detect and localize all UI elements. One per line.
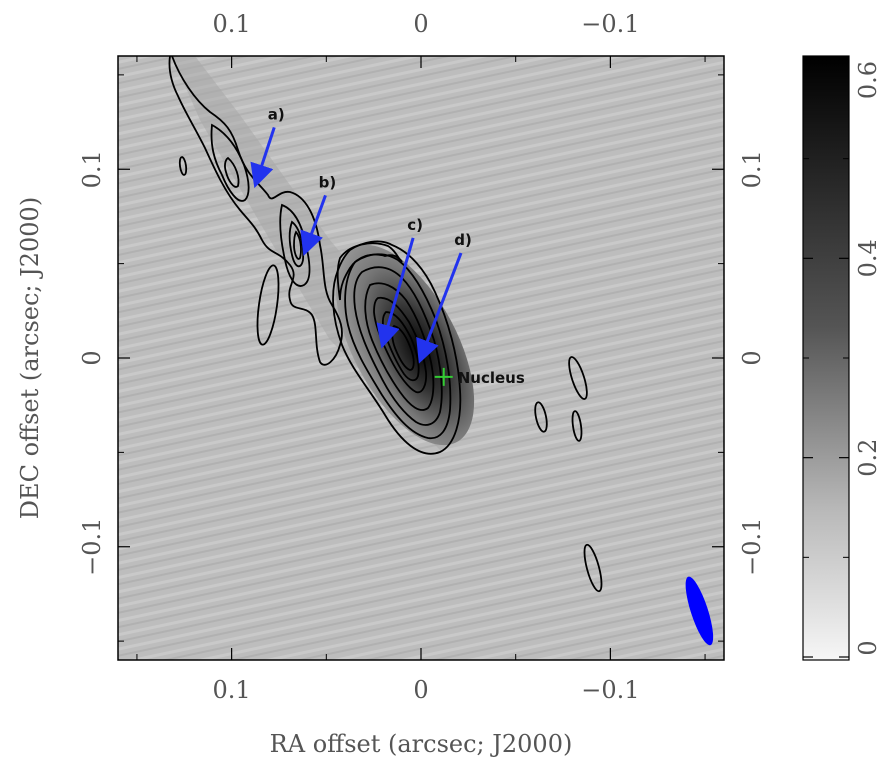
x-tick-label-bottom: 0.1 bbox=[213, 676, 251, 704]
x-tick-label-top: 0.1 bbox=[213, 10, 251, 38]
annotation-label: c) bbox=[407, 216, 423, 234]
y-axis-title: DEC offset (arcsec; J2000) bbox=[16, 197, 44, 519]
contour-knot-b bbox=[279, 203, 311, 287]
y-tick-label-right: 0 bbox=[738, 350, 766, 365]
colorbar-tick-label: 0.2 bbox=[854, 439, 882, 477]
x-tick-label-top: 0 bbox=[413, 10, 428, 38]
y-tick-label-left: 0.1 bbox=[78, 150, 106, 188]
x-axis-title: RA offset (arcsec; J2000) bbox=[270, 730, 573, 758]
y-tick-label-right: −0.1 bbox=[738, 518, 766, 576]
axis-ticks: 0.1 0.1 0 0 −0.1 −0.1 0.1 0.1 0 0 −0.1 −0.1 bbox=[78, 10, 766, 704]
contour-island-5 bbox=[571, 410, 583, 442]
nucleus-marker: Nucleus bbox=[434, 367, 525, 387]
annotation-arrow bbox=[416, 252, 463, 364]
contour-island-6 bbox=[583, 543, 603, 593]
annotation-arrow bbox=[250, 126, 276, 189]
contour-island-2 bbox=[256, 264, 280, 346]
y-tick-label-left: −0.1 bbox=[78, 518, 106, 576]
annotation-arrows: a) b) c) d) bbox=[250, 105, 472, 364]
contour-island-1 bbox=[178, 156, 188, 176]
y-tick-label-right: 0.1 bbox=[738, 150, 766, 188]
annotation-arrow bbox=[376, 237, 415, 349]
annotation-label: d) bbox=[454, 231, 472, 249]
contour-core-4 bbox=[364, 282, 435, 411]
colorbar-tick-label: 0.6 bbox=[854, 61, 882, 99]
colorbar-tick-label: 0.4 bbox=[854, 239, 882, 277]
contour-island-4 bbox=[534, 401, 548, 433]
nucleus-label: Nucleus bbox=[458, 369, 525, 387]
contour-knot-a-2 bbox=[224, 156, 240, 188]
contour-core-5 bbox=[373, 296, 428, 394]
annotation-arrow bbox=[300, 194, 327, 257]
annotation-label: b) bbox=[319, 173, 337, 191]
y-tick-label-left: 0 bbox=[78, 350, 106, 365]
colorbar-tick-label: 0 bbox=[854, 640, 882, 655]
beam bbox=[685, 576, 714, 646]
core-emission bbox=[335, 244, 475, 446]
colorbar-gradient bbox=[802, 55, 850, 661]
x-tick-label-bottom: 0 bbox=[413, 676, 428, 704]
x-tick-label-top: −0.1 bbox=[581, 10, 639, 38]
contour-knot-a bbox=[210, 123, 250, 202]
colorbar: 0 0.2 0.4 0.6 bbox=[802, 55, 882, 661]
contour-core-halo bbox=[336, 242, 403, 301]
beam-ellipse bbox=[685, 576, 714, 646]
contours bbox=[168, 56, 603, 593]
annotation-label: a) bbox=[268, 105, 285, 123]
contour-core-1 bbox=[332, 240, 462, 455]
colorbar-ticks: 0 0.2 0.4 0.6 bbox=[803, 58, 882, 658]
contour-core-2 bbox=[344, 253, 452, 440]
contour-core-3 bbox=[353, 266, 443, 426]
x-tick-label-bottom: −0.1 bbox=[581, 676, 639, 704]
contour-island-3 bbox=[568, 356, 588, 400]
image-panel: a) b) c) d) Nucleus bbox=[118, 56, 724, 660]
